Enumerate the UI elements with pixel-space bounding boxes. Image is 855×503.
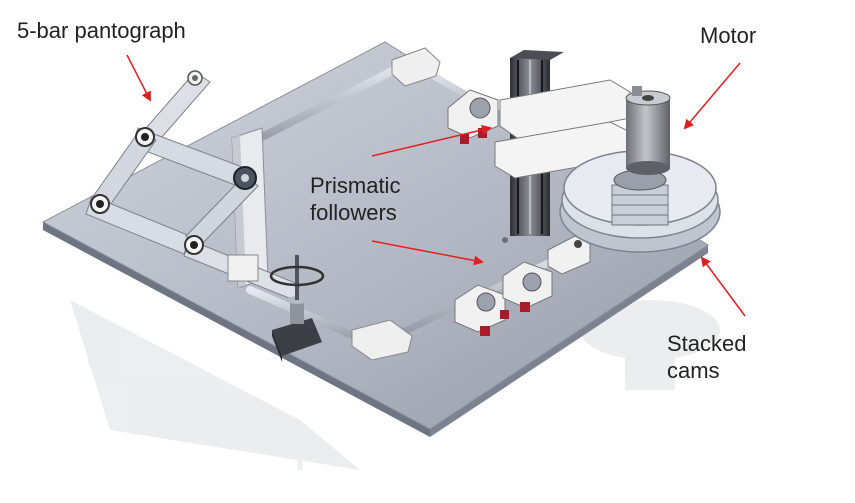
mount-hole bbox=[502, 237, 508, 243]
motor bbox=[625, 86, 671, 175]
arrow-prismatic-lower bbox=[371, 240, 484, 266]
pillow-blocks-bottom bbox=[454, 261, 553, 336]
corner-block-top bbox=[391, 47, 441, 87]
label-prismatic-followers: Prismatic followers bbox=[310, 173, 401, 225]
arrow-cams bbox=[700, 256, 746, 317]
pantograph-joints bbox=[90, 70, 257, 255]
arrow-prismatic-upper bbox=[371, 124, 492, 157]
label-pantograph: 5-bar pantograph bbox=[17, 18, 186, 43]
stacked-cams bbox=[559, 150, 721, 253]
follower-arms bbox=[494, 79, 631, 179]
arrow-pantograph bbox=[126, 54, 151, 102]
label-stacked-cams: Stacked cams bbox=[667, 331, 747, 383]
corner-block-bottom bbox=[351, 319, 413, 361]
base-plate bbox=[41, 41, 709, 437]
slider-block bbox=[227, 254, 259, 282]
annotation-arrows bbox=[126, 54, 746, 317]
small-stepper bbox=[269, 255, 325, 362]
floor-reflection bbox=[70, 300, 720, 470]
arrow-motor bbox=[683, 62, 741, 130]
label-motor: Motor bbox=[700, 23, 757, 48]
